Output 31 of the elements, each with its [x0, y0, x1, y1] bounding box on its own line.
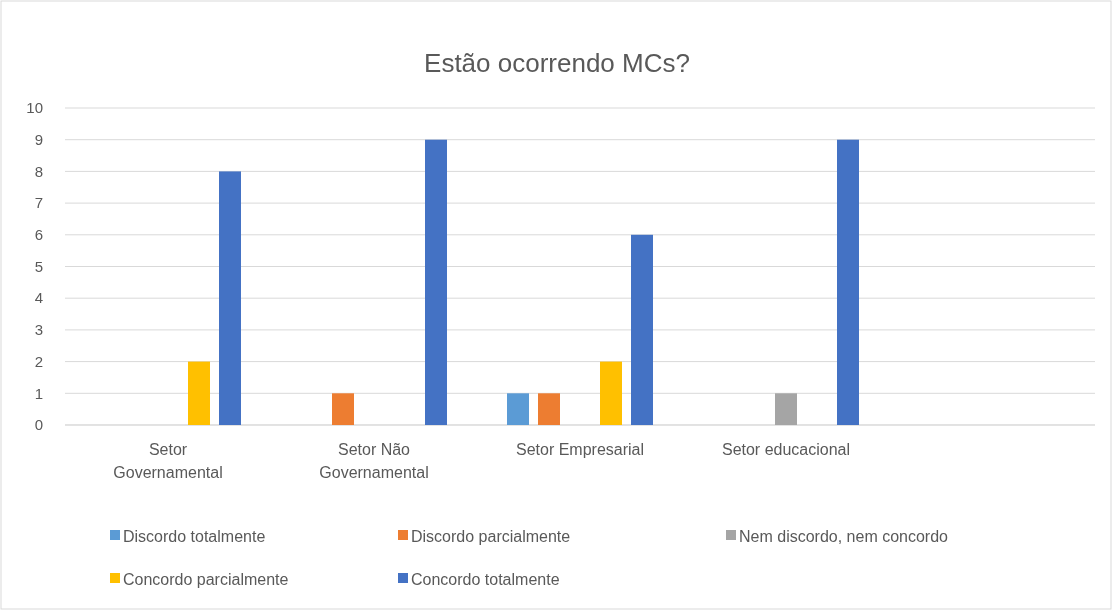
- y-tick-label: 3: [34, 321, 43, 339]
- y-tick-label: 5: [34, 257, 43, 275]
- x-tick-label: Setor Empresarial: [515, 441, 645, 458]
- legend-label: Discordo totalmente: [123, 527, 266, 545]
- y-tick-label: 1: [34, 384, 43, 402]
- x-tick-label: Setor Governamental: [113, 441, 223, 481]
- y-tick-label: 0: [34, 416, 43, 434]
- y-tick-label: 10: [26, 99, 43, 117]
- y-tick-label: 2: [34, 352, 43, 370]
- x-tick-label: Setor Não Governamental: [319, 441, 429, 481]
- y-tick-label: 6: [34, 226, 43, 244]
- bar: [775, 393, 797, 425]
- y-tick-label: 4: [34, 289, 43, 307]
- bar: [631, 234, 653, 425]
- legend-label: Discordo parcialmente: [411, 527, 571, 545]
- bar: [538, 393, 560, 425]
- bar: [188, 361, 210, 425]
- bar: [425, 139, 447, 425]
- bar: [219, 171, 241, 425]
- legend-label: Concordo parcialmente: [123, 570, 289, 588]
- y-tick-label: 7: [34, 194, 43, 212]
- bar: [332, 393, 354, 425]
- y-tick-label: 8: [34, 162, 43, 180]
- bar: [837, 139, 859, 425]
- x-tick-label: Setor educacional: [721, 441, 851, 458]
- legend-label: Nem discordo, nem concordo: [739, 527, 949, 545]
- legend-label: Concordo totalmente: [411, 570, 560, 588]
- chart-title: Estão ocorrendo MCs?: [424, 48, 690, 78]
- y-tick-label: 9: [34, 130, 43, 148]
- bar: [600, 361, 622, 425]
- bar: [507, 393, 529, 425]
